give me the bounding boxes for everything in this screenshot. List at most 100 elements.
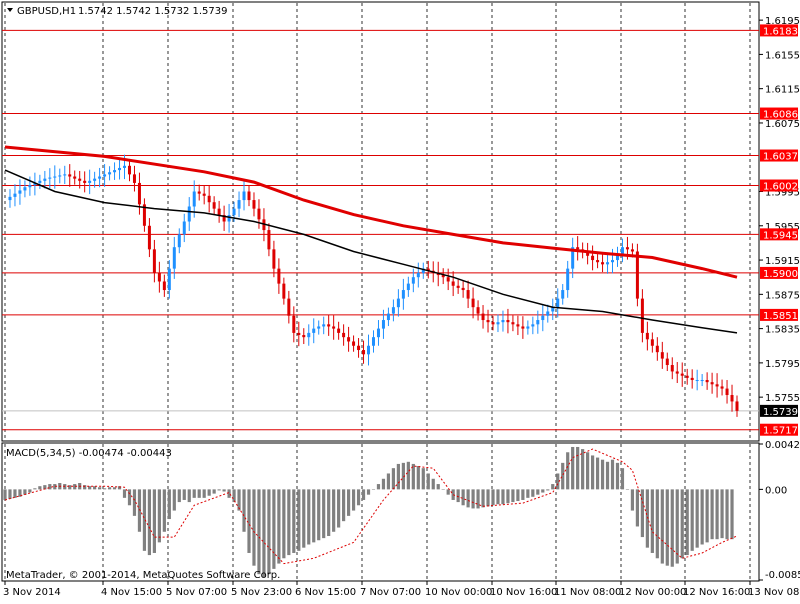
candle-body	[471, 298, 475, 308]
candle-body	[396, 298, 400, 308]
macd-histogram-bar	[566, 452, 570, 490]
candle-body	[282, 283, 286, 299]
macd-histogram-bar	[297, 489, 301, 551]
current-price-box	[760, 404, 798, 417]
price-axis-label: 1.5995	[765, 188, 800, 199]
price-axis-label: 1.5955	[765, 222, 800, 233]
level-label-box	[760, 308, 798, 321]
time-axis-label: 3 Nov 2014	[3, 587, 61, 598]
candle-body	[357, 345, 361, 351]
candle-body	[93, 178, 97, 181]
macd-histogram-bar	[307, 489, 311, 545]
candle-body	[257, 208, 261, 220]
price-panel-frame	[1, 1, 760, 442]
candle-body	[705, 380, 709, 383]
candle-body	[640, 298, 644, 333]
macd-histogram-bar	[157, 489, 161, 543]
macd-histogram-bar	[481, 489, 485, 508]
moving-averages	[4, 145, 738, 334]
macd-histogram-bar	[302, 489, 306, 548]
price-axis-label: 1.6155	[765, 50, 800, 61]
macd-histogram-bar	[376, 484, 381, 490]
macd-axis-label: -0.00855	[765, 570, 800, 581]
candle-body	[501, 320, 505, 323]
candle-body	[421, 268, 425, 273]
macd-histogram-bar	[267, 489, 271, 575]
candle-body	[391, 307, 395, 314]
time-axis-label: 11 Nov 08:00	[554, 587, 621, 598]
level-label: 1.6086	[763, 110, 798, 121]
macd-histogram-bar	[416, 466, 420, 490]
macd-histogram-bar	[48, 484, 52, 490]
macd-histogram-bar	[391, 468, 396, 490]
macd-histogram-bar	[222, 489, 226, 492]
chart-ohlc: 1.5742 1.5742 1.5732 1.5739	[78, 6, 228, 17]
price-axis-label: 1.5915	[765, 256, 800, 267]
horizontal-levels[interactable]	[2, 29, 759, 431]
candle-body	[83, 180, 87, 183]
macd-histogram-bar	[715, 489, 719, 540]
chart-symbol-timeframe: GBPUSD,H1	[17, 6, 76, 17]
macd-histogram-bar	[172, 489, 176, 511]
candle-body	[53, 176, 57, 178]
candle-body	[476, 307, 480, 314]
macd-histogram-bar	[346, 489, 351, 516]
candle-body	[665, 358, 669, 366]
candle-body	[635, 251, 639, 299]
macd-histogram-bar	[521, 489, 525, 500]
candle-body	[23, 187, 27, 191]
dropdown-triangle-icon[interactable]	[7, 8, 13, 12]
macd-histogram-bar	[212, 489, 216, 494]
candle-body	[157, 272, 161, 282]
candle-body	[327, 324, 331, 327]
macd-histogram-bar	[192, 489, 196, 498]
candle-body	[561, 290, 565, 299]
macd-histogram-bar	[511, 489, 515, 503]
macd-histogram-bar	[127, 489, 132, 506]
macd-histogram-bar	[227, 489, 231, 498]
candle-body	[511, 322, 515, 325]
macd-histogram-bar	[471, 489, 475, 509]
macd-histogram-bar	[526, 489, 530, 498]
candle-body	[78, 178, 82, 181]
candle-body	[690, 377, 694, 381]
candle-body	[506, 320, 510, 323]
macd-histogram-bar	[685, 489, 689, 556]
macd-label: MACD(5,34,5) -0.00474 -0.00443	[6, 448, 172, 459]
candle-body	[541, 315, 545, 321]
time-axis-label: 6 Nov 15:00	[295, 587, 356, 598]
price-axis: 1.61951.61551.61151.60751.59951.59551.59…	[759, 16, 800, 404]
macd-histogram-bar	[476, 489, 480, 509]
macd-histogram-bar	[132, 489, 137, 516]
candle-body	[362, 350, 366, 355]
macd-histogram-bar	[695, 489, 699, 548]
candle-body	[725, 388, 729, 396]
level-label: 1.6002	[763, 182, 798, 193]
macd-histogram-bar	[107, 487, 112, 490]
candle-body	[601, 262, 605, 265]
macd-histogram-bar	[536, 489, 540, 495]
candle-body	[546, 311, 550, 316]
macd-histogram-bar	[491, 489, 495, 506]
macd-histogram-bar	[645, 489, 649, 548]
macd-histogram-bar	[725, 489, 729, 540]
candle-body	[596, 260, 600, 263]
macd-histogram-bar	[496, 489, 500, 505]
candle-body	[551, 307, 555, 312]
candle-body	[352, 341, 356, 346]
macd-histogram-bar	[486, 489, 490, 507]
time-axis-label: 12 Nov 00:00	[619, 587, 686, 598]
macd-histogram-bar	[33, 488, 37, 490]
macd-histogram-bar	[581, 449, 585, 490]
grid	[4, 3, 751, 580]
macd-histogram-bar	[630, 489, 635, 511]
candle-body	[591, 255, 595, 261]
candle-body	[297, 332, 301, 336]
macd-histogram-bar	[710, 489, 714, 540]
macd-histogram-bar	[152, 489, 156, 553]
candle-body	[162, 281, 166, 291]
macd-histogram-bar	[98, 487, 102, 490]
macd-histogram-bar	[461, 489, 465, 506]
